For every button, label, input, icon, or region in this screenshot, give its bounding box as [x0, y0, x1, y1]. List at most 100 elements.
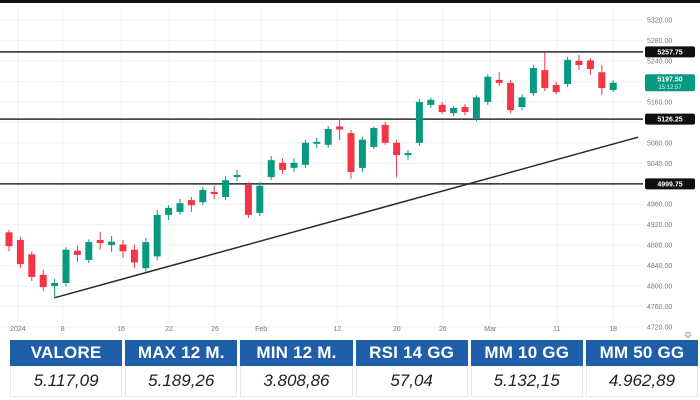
candle	[450, 106, 458, 117]
candle	[16, 236, 24, 269]
candle	[336, 118, 344, 141]
candle	[461, 103, 469, 116]
candle	[370, 126, 378, 149]
stat-col-min12m: MIN 12 M. 3.808,86	[240, 340, 353, 397]
candle	[541, 52, 549, 92]
x-axis-tick-label: Mar	[484, 326, 497, 333]
stat-header: MM 10 GG	[470, 340, 583, 366]
y-axis-labels: 5320.00 5280.00 5240.00 5160.00 5080.00 5040.…	[647, 18, 672, 332]
y-axis-tick-label: 5040.00	[647, 161, 672, 168]
level-price-label: 5257.75	[645, 46, 695, 58]
stat-header: MIN 12 M.	[240, 340, 353, 366]
grid-layer	[0, 8, 643, 328]
x-axis-tick-label: 26	[211, 326, 219, 333]
candle	[165, 205, 173, 221]
y-axis-tick-label: 4800.00	[647, 284, 672, 291]
candle	[495, 72, 503, 86]
y-axis-tick-label: 4720.00	[647, 325, 672, 332]
candle	[187, 197, 195, 212]
candle	[393, 139, 401, 178]
candle	[142, 238, 150, 272]
svg-text:4999.75: 4999.75	[657, 181, 682, 188]
stat-col-valore: VALORE 5.117,09	[10, 340, 123, 397]
level-lines-layer	[0, 51, 643, 185]
x-axis-tick-label: Feb	[255, 326, 267, 333]
candle	[176, 199, 184, 215]
candle	[404, 150, 412, 161]
x-axis-tick-label: 18	[609, 326, 617, 333]
candle	[575, 54, 583, 71]
candle	[244, 182, 252, 218]
candle	[119, 240, 127, 258]
y-axis-tick-label: 5080.00	[647, 140, 672, 147]
x-axis-tick-label: 11	[553, 326, 560, 333]
stat-col-rsi14: RSI 14 GG 57,04	[355, 340, 468, 397]
candle	[39, 269, 47, 292]
stats-table: VALORE 5.117,09 MAX 12 M. 5.189,26 MIN 1…	[10, 340, 699, 397]
candle	[267, 156, 275, 181]
candle	[153, 209, 161, 261]
candle	[609, 80, 617, 93]
x-axis-tick-label: 2024	[10, 326, 26, 333]
candle	[28, 251, 36, 281]
candle	[290, 158, 298, 172]
candle	[256, 182, 264, 216]
x-axis-tick-label: 26	[439, 326, 447, 333]
candle	[222, 176, 230, 201]
candle	[301, 139, 309, 168]
candle	[210, 185, 218, 200]
x-axis-labels: 2024 8 16 22 26 Feb 12 20 26 Mar 11 18	[10, 326, 617, 333]
last-price-countdown: 15:12:57	[658, 85, 682, 91]
stat-value: 3.808,86	[240, 366, 353, 397]
candle	[507, 79, 515, 114]
stat-value: 5.132,15	[470, 366, 583, 397]
stat-header: VALORE	[10, 340, 123, 366]
candle	[472, 95, 480, 122]
stat-value: 57,04	[355, 366, 468, 397]
level-price-label: 4999.75	[645, 178, 695, 190]
stat-header: MAX 12 M.	[125, 340, 238, 366]
stat-value: 5.117,09	[10, 366, 123, 397]
stat-col-mm50: MM 50 GG 4.962,89	[585, 340, 699, 397]
candle	[62, 247, 70, 287]
y-axis-tick-label: 5160.00	[647, 99, 672, 106]
stat-col-mm10: MM 10 GG 5.132,15	[470, 340, 583, 397]
candle	[529, 65, 537, 97]
candle	[233, 169, 241, 182]
level-price-label: 5126.25	[645, 113, 695, 125]
y-axis-tick-label: 5320.00	[647, 18, 672, 25]
stat-value: 4.962,89	[585, 366, 699, 397]
candle	[324, 125, 332, 148]
stat-header: RSI 14 GG	[355, 340, 468, 366]
trendline	[54, 136, 639, 299]
candles-layer	[5, 52, 617, 298]
candle	[586, 57, 594, 75]
candle	[415, 98, 423, 146]
x-axis-tick-label: 20	[393, 326, 401, 333]
svg-text:5197.50: 5197.50	[657, 77, 682, 84]
settings-gear-icon[interactable]: ⚙	[684, 331, 692, 340]
candle	[381, 121, 389, 145]
svg-text:5257.75: 5257.75	[657, 49, 682, 56]
stat-col-max12m: MAX 12 M. 5.189,26	[125, 340, 238, 397]
y-axis-tick-label: 5240.00	[647, 58, 672, 65]
y-axis-tick-label: 4880.00	[647, 243, 672, 250]
x-axis-tick-label: 16	[117, 326, 125, 333]
candle	[108, 235, 116, 252]
candle	[598, 65, 606, 96]
candle	[438, 101, 446, 115]
candle	[313, 137, 321, 148]
candle	[130, 244, 138, 269]
chart-frame-top-border	[0, 0, 700, 3]
candle	[5, 229, 13, 252]
candle	[96, 231, 104, 250]
candle	[427, 97, 435, 108]
candle	[51, 278, 59, 298]
y-axis-tick-label: 4760.00	[647, 304, 672, 311]
y-axis-tick-label: 4960.00	[647, 202, 672, 209]
candle	[484, 74, 492, 105]
stat-value: 5.189,26	[125, 366, 238, 397]
candle	[199, 186, 207, 206]
